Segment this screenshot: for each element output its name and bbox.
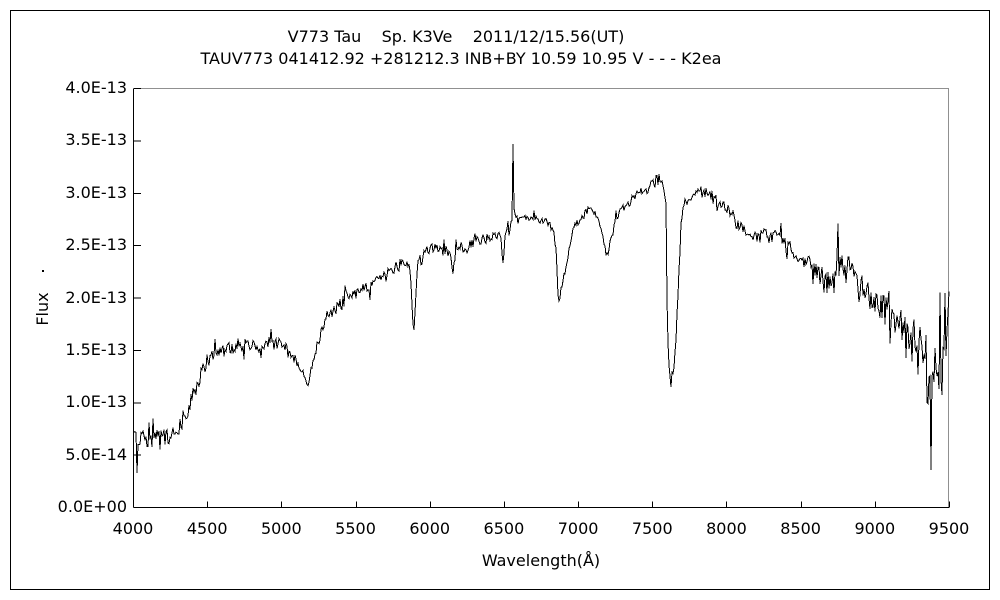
stray-dot-artifact: [42, 270, 44, 272]
image-border: [10, 10, 990, 590]
x-axis-tick-label: 7500: [631, 519, 673, 538]
x-axis-tick-label: 9000: [854, 519, 896, 538]
x-axis-tick-label: 9500: [928, 519, 970, 538]
y-axis-tick-label: 2.5E-13: [65, 235, 127, 255]
axis-ticks: [133, 88, 950, 508]
y-axis-tick-label: 4.0E-13: [65, 78, 127, 97]
x-axis-tick-label: 5000: [261, 519, 302, 538]
y-axis-tick-label: 3.0E-13: [65, 182, 127, 202]
spectrum-plot-svg: [132, 88, 950, 508]
x-axis-tick-label: 7000: [557, 519, 599, 538]
x-axis-tick-label: 6500: [483, 519, 525, 538]
y-axis-tick-label: 0.0E+00: [57, 497, 127, 516]
x-axis-tick-label: 8000: [706, 519, 747, 538]
y-axis-tick-label: 3.5E-13: [65, 130, 127, 150]
x-axis-tick-label: 6000: [409, 519, 451, 538]
y-axis-tick-label: 1.5E-13: [65, 339, 127, 359]
x-axis-tick-label: 8500: [780, 519, 821, 538]
y-axis-tick-label: 5.0E-14: [65, 444, 127, 464]
y-axis-tick-label: 1.0E-13: [65, 392, 127, 412]
x-axis-tick-label: 5500: [335, 519, 376, 538]
y-axis-tick-label: 2.0E-13: [65, 287, 127, 307]
plot-area: [132, 88, 950, 509]
chart-subtitle: TAUV773 041412.92 +281212.3 INB+BY 10.59…: [200, 49, 722, 68]
x-axis-tick-label: 4500: [186, 519, 228, 538]
x-axis-tick-label: 4000: [112, 519, 154, 538]
chart-title: V773 Tau Sp. K3Ve 2011/12/15.56(UT): [287, 27, 625, 46]
x-axis-title: Wavelength(Å): [481, 551, 601, 570]
spectrum-line: [132, 143, 950, 473]
